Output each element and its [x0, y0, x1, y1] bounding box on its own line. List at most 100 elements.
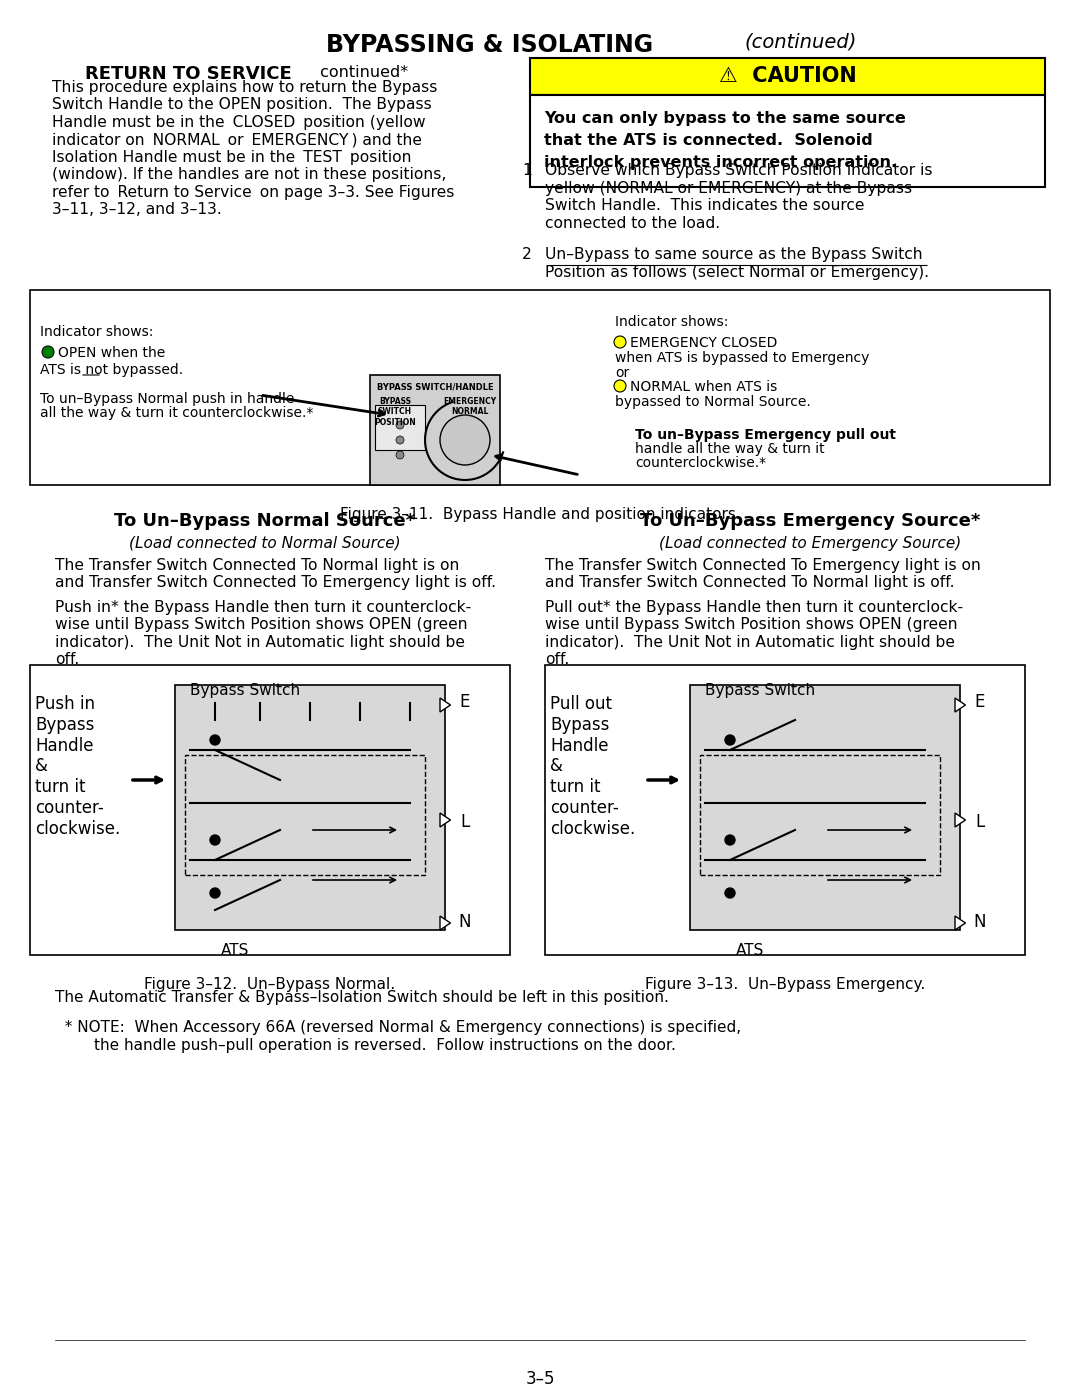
Text: N: N [974, 914, 986, 930]
Polygon shape [955, 698, 966, 712]
Circle shape [42, 346, 54, 358]
Polygon shape [440, 698, 450, 712]
Text: Pull out* the Bypass Handle then turn it counterclock-: Pull out* the Bypass Handle then turn it… [545, 599, 963, 615]
Text: Pull out
Bypass
Handle
&
turn it
counter-
clockwise.: Pull out Bypass Handle & turn it counter… [550, 694, 635, 838]
Text: Un–Bypass to same source as the Bypass Switch: Un–Bypass to same source as the Bypass S… [545, 247, 922, 263]
Text: interlock prevents incorrect operation.: interlock prevents incorrect operation. [544, 155, 897, 170]
Text: Bypass Switch: Bypass Switch [190, 683, 300, 698]
Text: E: E [460, 693, 470, 711]
Text: You can only bypass to the same source: You can only bypass to the same source [544, 110, 906, 126]
Text: OPEN when the: OPEN when the [58, 346, 165, 360]
Circle shape [440, 415, 490, 465]
Text: Position as follows (select Normal or Emergency).: Position as follows (select Normal or Em… [545, 264, 929, 279]
Text: ATS: ATS [220, 943, 249, 958]
Text: and Transfer Switch Connected To Emergency light is off.: and Transfer Switch Connected To Emergen… [55, 576, 496, 591]
Text: To Un–Bypass Emergency Source*: To Un–Bypass Emergency Source* [639, 511, 981, 529]
Text: bypassed to Normal Source.: bypassed to Normal Source. [615, 395, 811, 409]
Text: ATS: ATS [735, 943, 765, 958]
Text: indicator).  The Unit Not in Automatic light should be: indicator). The Unit Not in Automatic li… [55, 636, 465, 650]
Text: This procedure explains how to return the Bypass: This procedure explains how to return th… [52, 80, 437, 95]
Text: ATS is not bypassed.: ATS is not bypassed. [40, 363, 184, 377]
Text: RETURN TO SERVICE: RETURN TO SERVICE [85, 66, 292, 82]
Text: (window). If the handles are not in these positions,: (window). If the handles are not in thes… [52, 168, 446, 183]
Text: Switch Handle.  This indicates the source: Switch Handle. This indicates the source [545, 198, 864, 212]
Text: To un–Bypass Normal push in handle: To un–Bypass Normal push in handle [40, 393, 295, 407]
Text: when ATS is bypassed to Emergency: when ATS is bypassed to Emergency [615, 351, 869, 365]
Bar [175, 685, 445, 930]
Text: Figure 3–12.  Un–Bypass Normal.: Figure 3–12. Un–Bypass Normal. [145, 977, 395, 992]
Text: that the ATS is connected.  Solenoid: that the ATS is connected. Solenoid [544, 133, 873, 148]
Text: (continued): (continued) [745, 34, 858, 52]
Polygon shape [955, 916, 966, 930]
Circle shape [396, 436, 404, 444]
Bar [30, 291, 1050, 485]
Text: (Load connected to Emergency Source): (Load connected to Emergency Source) [659, 536, 961, 550]
Text: 1: 1 [522, 163, 531, 177]
Text: Observe which Bypass Switch Position indicator is: Observe which Bypass Switch Position ind… [545, 163, 932, 177]
Text: counterclockwise.*: counterclockwise.* [635, 455, 766, 469]
Circle shape [210, 888, 220, 898]
Circle shape [725, 888, 735, 898]
Bar [375, 405, 426, 450]
Circle shape [615, 337, 626, 348]
Bar [690, 685, 960, 930]
Text: connected to the load.: connected to the load. [545, 215, 720, 231]
Text: continued*: continued* [315, 66, 408, 80]
Text: (Load connected to Normal Source): (Load connected to Normal Source) [130, 536, 401, 550]
Text: N: N [459, 914, 471, 930]
Text: off.: off. [55, 652, 79, 668]
Circle shape [210, 735, 220, 745]
Text: EMERGENCY CLOSED: EMERGENCY CLOSED [630, 337, 778, 351]
Text: all the way & turn it counterclockwise.*: all the way & turn it counterclockwise.* [40, 407, 313, 420]
Text: 3–11, 3–12, and 3–13.: 3–11, 3–12, and 3–13. [52, 203, 221, 218]
Text: Push in
Bypass
Handle
&
turn it
counter-
clockwise.: Push in Bypass Handle & turn it counter-… [35, 694, 120, 838]
Text: Figure 3–11.  Bypass Handle and position indicators.: Figure 3–11. Bypass Handle and position … [339, 507, 741, 522]
Text: Push in* the Bypass Handle then turn it counterclock-: Push in* the Bypass Handle then turn it … [55, 599, 471, 615]
Circle shape [396, 451, 404, 460]
Text: indicator).  The Unit Not in Automatic light should be: indicator). The Unit Not in Automatic li… [545, 636, 955, 650]
Text: E: E [975, 693, 985, 711]
Circle shape [725, 835, 735, 845]
Text: EMERGENCY
NORMAL: EMERGENCY NORMAL [444, 397, 497, 416]
Polygon shape [440, 813, 450, 827]
Text: wise until Bypass Switch Position shows OPEN (green: wise until Bypass Switch Position shows … [545, 617, 958, 633]
Circle shape [615, 380, 626, 393]
Polygon shape [955, 813, 966, 827]
Text: handle all the way & turn it: handle all the way & turn it [635, 441, 825, 455]
Bar [185, 754, 426, 875]
Circle shape [210, 835, 220, 845]
Text: The Automatic Transfer & Bypass–Isolation Switch should be left in this position: The Automatic Transfer & Bypass–Isolatio… [55, 990, 669, 1004]
Text: off.: off. [545, 652, 569, 668]
Text: Figure 3–13.  Un–Bypass Emergency.: Figure 3–13. Un–Bypass Emergency. [645, 977, 926, 992]
Text: Switch Handle to the OPEN position.  The Bypass: Switch Handle to the OPEN position. The … [52, 98, 432, 113]
Text: or: or [615, 366, 630, 380]
Text: indicator on  NORMAL  or  EMERGENCY ) and the: indicator on NORMAL or EMERGENCY ) and t… [52, 133, 422, 148]
Bar [530, 95, 1045, 187]
Text: Indicator shows:: Indicator shows: [615, 314, 728, 330]
Text: 2: 2 [522, 247, 531, 263]
Text: To Un–Bypass Normal Source*: To Un–Bypass Normal Source* [114, 511, 416, 529]
Bar [30, 665, 510, 956]
Text: To un–Bypass Emergency pull out: To un–Bypass Emergency pull out [635, 427, 896, 441]
Text: L: L [460, 813, 470, 831]
Bar [530, 59, 1045, 95]
Text: the handle push–pull operation is reversed.  Follow instructions on the door.: the handle push–pull operation is revers… [55, 1038, 676, 1053]
Bar [545, 665, 1025, 956]
Text: ⚠  CAUTION: ⚠ CAUTION [718, 67, 856, 87]
Text: The Transfer Switch Connected To Normal light is on: The Transfer Switch Connected To Normal … [55, 557, 459, 573]
Text: refer to  Return to Service  on page 3–3. See Figures: refer to Return to Service on page 3–3. … [52, 184, 455, 200]
Text: Isolation Handle must be in the  TEST  position: Isolation Handle must be in the TEST pos… [52, 149, 411, 165]
Text: BYPASS
SWITCH
POSITION: BYPASS SWITCH POSITION [374, 397, 416, 427]
Bar [370, 374, 500, 485]
Text: Indicator shows:: Indicator shows: [40, 326, 153, 339]
Text: L: L [975, 813, 985, 831]
Polygon shape [440, 916, 450, 930]
Text: Bypass Switch: Bypass Switch [705, 683, 815, 698]
Text: BYPASSING & ISOLATING: BYPASSING & ISOLATING [326, 34, 653, 57]
Text: NORMAL when ATS is: NORMAL when ATS is [630, 380, 778, 394]
Text: and Transfer Switch Connected To Normal light is off.: and Transfer Switch Connected To Normal … [545, 576, 955, 591]
Text: BYPASS SWITCH/HANDLE: BYPASS SWITCH/HANDLE [377, 383, 494, 393]
Text: yellow (NORMAL or EMERGENCY) at the Bypass: yellow (NORMAL or EMERGENCY) at the Bypa… [545, 180, 913, 196]
Circle shape [725, 735, 735, 745]
Bar [700, 754, 940, 875]
